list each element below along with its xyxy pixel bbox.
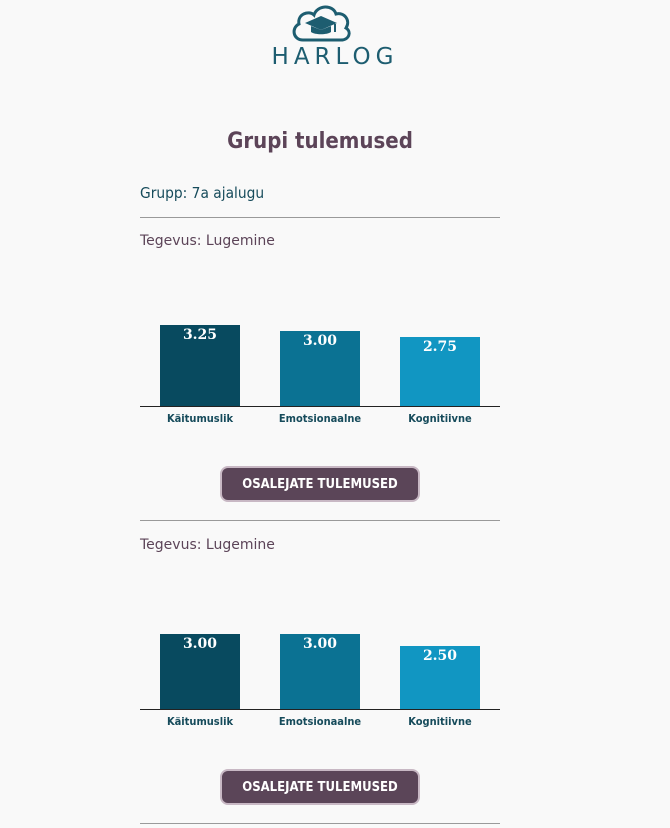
x-axis-label: Käitumuslik bbox=[166, 715, 234, 728]
bar-value-label: 3.00 bbox=[302, 636, 338, 652]
bar-value-label: 3.00 bbox=[182, 636, 218, 652]
chart-bar: 2.75 bbox=[400, 337, 480, 406]
logo: HARLOG bbox=[0, 0, 670, 80]
bar-value-label: 2.75 bbox=[422, 339, 458, 355]
page-title: Grupi tulemused bbox=[227, 129, 413, 154]
chart-bar: 3.25 bbox=[160, 325, 240, 406]
chart-bar: 3.00 bbox=[160, 634, 240, 709]
chart-bar: 3.00 bbox=[280, 331, 360, 406]
group-label: Grupp: 7a ajalugu bbox=[140, 184, 265, 202]
chart-baseline bbox=[140, 709, 500, 710]
bar-value-label: 3.00 bbox=[302, 333, 338, 349]
divider bbox=[140, 520, 500, 521]
results-chart: 3.00 Käitumuslik 3.00 Emotsionaalne 2.50 Kogn… bbox=[140, 580, 500, 728]
x-axis-label: Emotsionaalne bbox=[278, 412, 362, 425]
chart-bar: 2.50 bbox=[400, 646, 480, 709]
x-axis-label: Käitumuslik bbox=[166, 412, 234, 425]
chart-bar: 3.00 bbox=[280, 634, 360, 709]
activity-label: Tegevus: Lugemine bbox=[140, 233, 275, 249]
participant-results-button[interactable]: OSALEJATE TULEMUSED bbox=[220, 466, 420, 502]
x-axis-label: Kognitiivne bbox=[408, 715, 472, 728]
results-chart: 3.25 Käitumuslik 3.00 Emotsionaalne 2.75 Kogn… bbox=[140, 277, 500, 425]
logo-text: HARLOG bbox=[271, 44, 399, 70]
x-axis-label: Emotsionaalne bbox=[278, 715, 362, 728]
activity-label: Tegevus: Lugemine bbox=[140, 537, 275, 553]
participant-results-button[interactable]: OSALEJATE TULEMUSED bbox=[220, 769, 420, 805]
bar-value-label: 3.25 bbox=[182, 327, 218, 343]
cloud-graduation-cap-icon bbox=[292, 5, 351, 42]
divider bbox=[140, 217, 500, 218]
bar-value-label: 2.50 bbox=[422, 648, 458, 664]
chart-baseline bbox=[140, 406, 500, 407]
x-axis-label: Kognitiivne bbox=[408, 412, 472, 425]
divider bbox=[140, 823, 500, 824]
